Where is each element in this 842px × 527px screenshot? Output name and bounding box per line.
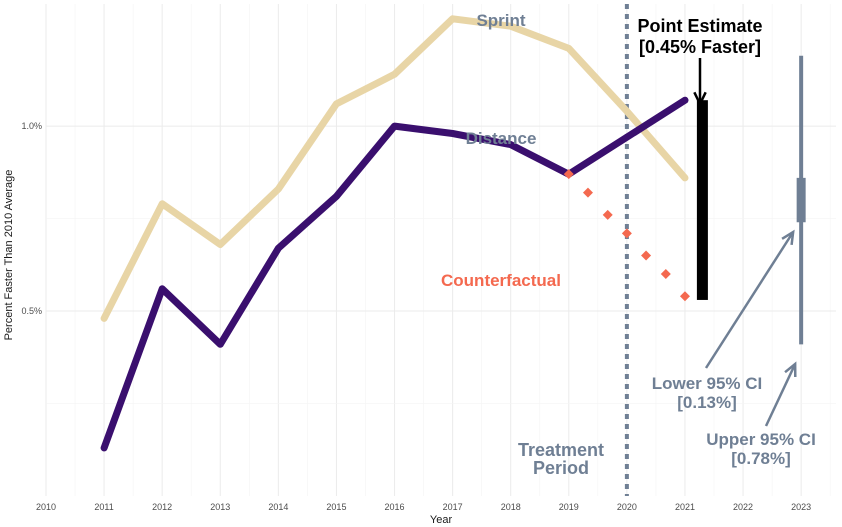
treatment-period-label-2: Period — [533, 458, 589, 478]
counterfactual-point — [621, 228, 632, 239]
upper-ci-arrow — [764, 363, 797, 427]
point-estimate-label: Point Estimate — [637, 16, 762, 36]
counterfactual-point — [641, 250, 652, 261]
upper-ci-arrow-head — [784, 361, 797, 378]
sprint-label: Sprint — [476, 11, 525, 30]
upper-ci-value: [0.78%] — [731, 449, 791, 468]
x-tick-label: 2010 — [36, 502, 56, 512]
y-axis-title: Percent Faster Than 2010 Average — [3, 170, 15, 341]
series-lines — [100, 15, 689, 452]
x-tick-label: 2021 — [675, 502, 695, 512]
point-estimate-rect — [696, 100, 708, 300]
x-tick-label: 2019 — [559, 502, 579, 512]
y-tick-labels: 1.0% 0.5% — [21, 121, 42, 316]
point-estimate-arrow-head — [693, 91, 707, 107]
counterfactual-point — [602, 209, 613, 220]
point-estimate-value: [0.45% Faster] — [639, 37, 761, 57]
distance-label: Distance — [466, 129, 537, 148]
counterfactual-point — [563, 169, 574, 180]
x-tick-label: 2023 — [791, 502, 811, 512]
series-line-distance — [100, 96, 689, 452]
annotation-arrows — [693, 58, 797, 427]
lower-ci-arrow-head — [781, 229, 795, 246]
x-tick-label: 2014 — [268, 502, 288, 512]
x-tick-label: 2011 — [94, 502, 113, 512]
confidence-interval — [796, 55, 806, 345]
grid — [45, 4, 836, 496]
x-tick-label: 2018 — [501, 502, 521, 512]
counterfactual-label: Counterfactual — [441, 271, 561, 290]
x-tick-label: 2017 — [443, 502, 463, 512]
ci-box — [796, 177, 806, 223]
y-tick-label: 0.5% — [21, 306, 42, 316]
upper-ci-label: Upper 95% CI — [706, 430, 816, 449]
x-tick-label: 2022 — [733, 502, 753, 512]
series-line-sprint — [100, 15, 689, 322]
x-tick-label: 2012 — [152, 502, 172, 512]
point-estimate-bar — [696, 100, 708, 300]
counterfactual-point — [582, 187, 593, 198]
lower-ci-value: [0.13%] — [677, 393, 737, 412]
y-tick-label: 1.0% — [21, 121, 42, 131]
x-axis-title: Year — [430, 514, 453, 526]
x-tick-label: 2013 — [210, 502, 230, 512]
counterfactual-point — [660, 269, 671, 280]
counterfactual-point — [679, 291, 690, 302]
treatment-period-label: Treatment — [518, 440, 604, 460]
x-tick-label: 2020 — [617, 502, 637, 512]
x-tick-labels: 2010 2011 2012 2013 2014 2015 2016 2017 2018 2019… — [36, 502, 811, 512]
x-tick-label: 2015 — [326, 502, 346, 512]
lower-ci-label: Lower 95% CI — [652, 374, 763, 393]
counterfactual-points — [563, 169, 690, 302]
lower-ci-arrow — [704, 231, 795, 369]
x-tick-label: 2016 — [385, 502, 405, 512]
